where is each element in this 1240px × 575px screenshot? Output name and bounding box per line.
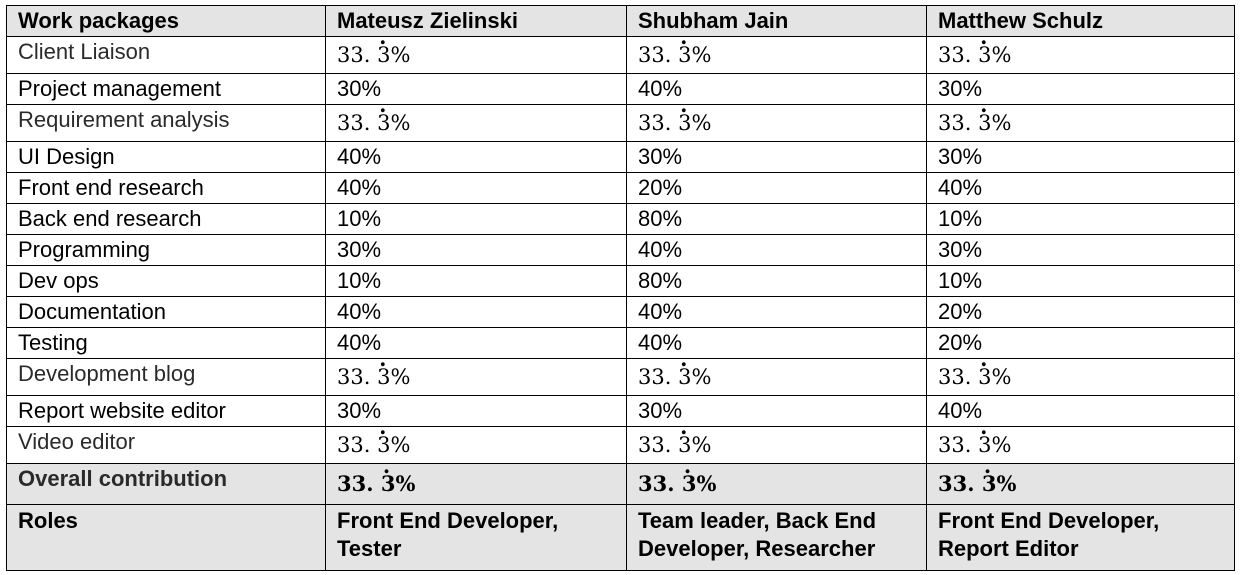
repeating-decimal: 33. 3% bbox=[938, 428, 1011, 458]
repeating-decimal: 33. 3% bbox=[638, 38, 711, 68]
repeating-decimal: 33. 3% bbox=[938, 106, 1011, 136]
row-value-1: 33. 3% bbox=[325, 104, 627, 142]
row-value-1: 10% bbox=[325, 265, 627, 297]
repeating-decimal: 33. 3% bbox=[337, 38, 410, 68]
table-row: UI Design 40% 30% 30% bbox=[6, 141, 1235, 173]
repeating-decimal: 33. 3% bbox=[337, 428, 410, 458]
header-row: Work packages Mateusz Zielinski Shubham … bbox=[6, 5, 1235, 37]
table-row: Project management 30% 40% 30% bbox=[6, 73, 1235, 105]
table-row: Video editor 33. 3% 33. 3% 33. 3% bbox=[6, 426, 1235, 464]
table-row: Development blog 33. 3% 33. 3% 33. 3% bbox=[6, 358, 1235, 396]
row-value-3: 10% bbox=[926, 203, 1235, 235]
repeating-decimal: 33. 3% bbox=[938, 360, 1011, 390]
roles-value-3: Front End Developer, Report Editor bbox=[926, 504, 1235, 571]
repeating-decimal: 33. 3% bbox=[638, 106, 711, 136]
work-package-label: Dev ops bbox=[6, 265, 326, 297]
roles-row: Roles Front End Developer, Tester Team lea… bbox=[6, 504, 1235, 571]
row-value-2: 40% bbox=[626, 296, 927, 328]
row-value-3: 33. 3% bbox=[926, 104, 1235, 142]
row-value-1: 33. 3% bbox=[325, 36, 627, 74]
repeating-decimal: 33. 3% bbox=[638, 360, 711, 390]
roles-value-2: Team leader, Back End Developer, Researc… bbox=[626, 504, 927, 571]
table-row: Documentation 40% 40% 20% bbox=[6, 296, 1235, 328]
table-row: Front end research 40% 20% 40% bbox=[6, 172, 1235, 204]
work-package-label: Front end research bbox=[6, 172, 326, 204]
row-value-1: 40% bbox=[325, 172, 627, 204]
row-value-2: 33. 3% bbox=[626, 358, 927, 396]
row-value-3: 33. 3% bbox=[926, 358, 1235, 396]
row-value-3: 40% bbox=[926, 172, 1235, 204]
overall-value-3: 33. 3% bbox=[926, 463, 1235, 505]
table-row: Programming 30% 40% 30% bbox=[6, 234, 1235, 266]
row-value-2: 33. 3% bbox=[626, 36, 927, 74]
repeating-decimal: 33. 3% bbox=[638, 428, 711, 458]
repeating-decimal: 33. 3% bbox=[938, 38, 1011, 68]
roles-label: Roles bbox=[6, 504, 326, 571]
row-value-2: 40% bbox=[626, 327, 927, 359]
repeating-decimal: 33. 3% bbox=[638, 465, 716, 497]
work-package-label: Testing bbox=[6, 327, 326, 359]
work-package-label: Report website editor bbox=[6, 395, 326, 427]
row-value-3: 20% bbox=[926, 296, 1235, 328]
row-value-2: 40% bbox=[626, 73, 927, 105]
header-shubham-jain: Shubham Jain bbox=[626, 5, 927, 37]
repeating-decimal: 33. 3% bbox=[938, 465, 1016, 497]
row-value-3: 33. 3% bbox=[926, 426, 1235, 464]
row-value-1: 40% bbox=[325, 296, 627, 328]
work-package-label: Requirement analysis bbox=[6, 104, 326, 142]
row-value-2: 33. 3% bbox=[626, 426, 927, 464]
work-package-label: Documentation bbox=[6, 296, 326, 328]
row-value-1: 10% bbox=[325, 203, 627, 235]
row-value-1: 30% bbox=[325, 395, 627, 427]
row-value-2: 30% bbox=[626, 395, 927, 427]
work-package-label: UI Design bbox=[6, 141, 326, 173]
table-row: Back end research 10% 80% 10% bbox=[6, 203, 1235, 235]
table-row: Requirement analysis 33. 3% 33. 3% 33. 3% bbox=[6, 104, 1235, 142]
header-mateusz-zielinski: Mateusz Zielinski bbox=[325, 5, 627, 37]
repeating-decimal: 33. 3% bbox=[337, 106, 410, 136]
overall-value-1: 33. 3% bbox=[325, 463, 627, 505]
row-value-1: 40% bbox=[325, 141, 627, 173]
row-value-2: 33. 3% bbox=[626, 104, 927, 142]
row-value-3: 33. 3% bbox=[926, 36, 1235, 74]
work-package-label: Back end research bbox=[6, 203, 326, 235]
work-package-label: Video editor bbox=[6, 426, 326, 464]
overall-value-2: 33. 3% bbox=[626, 463, 927, 505]
row-value-2: 30% bbox=[626, 141, 927, 173]
row-value-1: 30% bbox=[325, 234, 627, 266]
row-value-3: 30% bbox=[926, 234, 1235, 266]
row-value-3: 30% bbox=[926, 141, 1235, 173]
repeating-decimal: 33. 3% bbox=[337, 360, 410, 390]
header-work-packages: Work packages bbox=[6, 5, 326, 37]
row-value-1: 33. 3% bbox=[325, 358, 627, 396]
work-package-label: Project management bbox=[6, 73, 326, 105]
row-value-3: 20% bbox=[926, 327, 1235, 359]
table-row: Dev ops 10% 80% 10% bbox=[6, 265, 1235, 297]
overall-contribution-label: Overall contribution bbox=[6, 463, 326, 505]
row-value-1: 33. 3% bbox=[325, 426, 627, 464]
row-value-1: 30% bbox=[325, 73, 627, 105]
row-value-3: 40% bbox=[926, 395, 1235, 427]
row-value-3: 10% bbox=[926, 265, 1235, 297]
table-row: Testing 40% 40% 20% bbox=[6, 327, 1235, 359]
roles-value-1: Front End Developer, Tester bbox=[325, 504, 627, 571]
row-value-3: 30% bbox=[926, 73, 1235, 105]
header-matthew-schulz: Matthew Schulz bbox=[926, 5, 1235, 37]
table-row: Client Liaison 33. 3% 33. 3% 33. 3% bbox=[6, 36, 1235, 74]
row-value-2: 80% bbox=[626, 203, 927, 235]
row-value-1: 40% bbox=[325, 327, 627, 359]
table-row: Report website editor 30% 30% 40% bbox=[6, 395, 1235, 427]
work-package-label: Client Liaison bbox=[6, 36, 326, 74]
work-package-label: Programming bbox=[6, 234, 326, 266]
overall-contribution-row: Overall contribution 33. 3% 33. 3% 33. 3% bbox=[6, 463, 1235, 505]
row-value-2: 40% bbox=[626, 234, 927, 266]
work-package-label: Development blog bbox=[6, 358, 326, 396]
row-value-2: 80% bbox=[626, 265, 927, 297]
row-value-2: 20% bbox=[626, 172, 927, 204]
contribution-table: Work packages Mateusz Zielinski Shubham … bbox=[6, 5, 1235, 571]
repeating-decimal: 33. 3% bbox=[337, 465, 415, 497]
